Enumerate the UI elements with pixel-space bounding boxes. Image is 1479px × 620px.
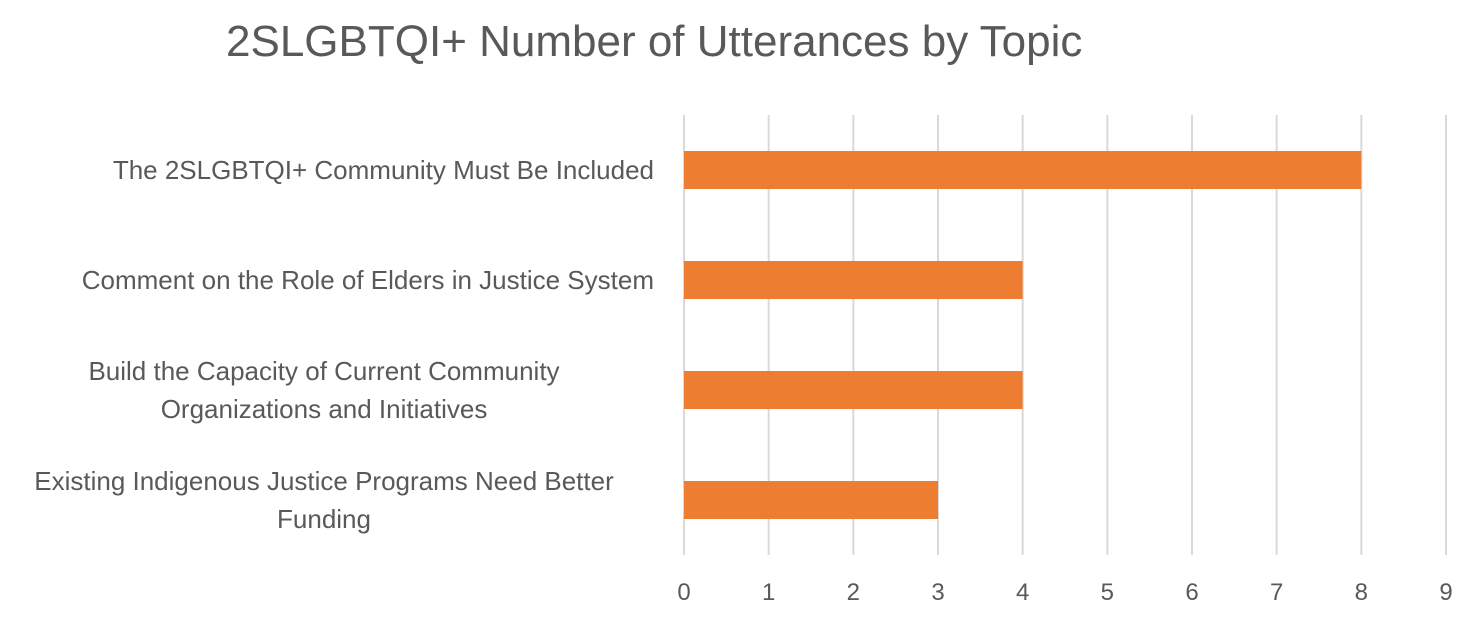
bar-3 bbox=[684, 371, 1023, 409]
x-tick-label: 7 bbox=[1270, 579, 1283, 606]
x-tick-label: 6 bbox=[1185, 579, 1198, 606]
bar-1 bbox=[684, 151, 1362, 189]
category-label-line: Build the Capacity of Current Community bbox=[88, 356, 560, 386]
bar-4 bbox=[684, 481, 938, 519]
bar-2 bbox=[684, 261, 1023, 299]
category-label: The 2SLGBTQI+ Community Must Be Included bbox=[0, 151, 654, 189]
category-label-line: Existing Indigenous Justice Programs Nee… bbox=[34, 466, 614, 496]
category-label-line: Organizations and Initiatives bbox=[160, 394, 488, 424]
x-tick-label: 4 bbox=[1016, 579, 1029, 606]
category-label: Comment on the Role of Elders in Justice… bbox=[0, 261, 654, 299]
x-tick-label: 3 bbox=[931, 579, 944, 606]
x-tick-label: 1 bbox=[762, 579, 775, 606]
chart-title: 2SLGBTQI+ Number of Utterances by Topic bbox=[226, 17, 1083, 66]
category-label-line: Funding bbox=[277, 504, 371, 534]
x-tick-label: 0 bbox=[677, 579, 690, 606]
x-axis-ticks: 0 1 2 3 4 5 6 7 8 9 bbox=[677, 579, 1452, 606]
x-tick-label: 8 bbox=[1355, 579, 1368, 606]
category-label-line: The 2SLGBTQI+ Community Must Be Included bbox=[112, 155, 654, 185]
x-tick-label: 2 bbox=[847, 579, 860, 606]
category-label: Build the Capacity of Current Community O… bbox=[0, 352, 654, 428]
category-label: Existing Indigenous Justice Programs Nee… bbox=[0, 462, 654, 538]
bars bbox=[684, 151, 1362, 519]
category-label-line: Comment on the Role of Elders in Justice… bbox=[81, 265, 654, 295]
x-tick-label: 9 bbox=[1439, 579, 1452, 606]
x-tick-label: 5 bbox=[1101, 579, 1114, 606]
